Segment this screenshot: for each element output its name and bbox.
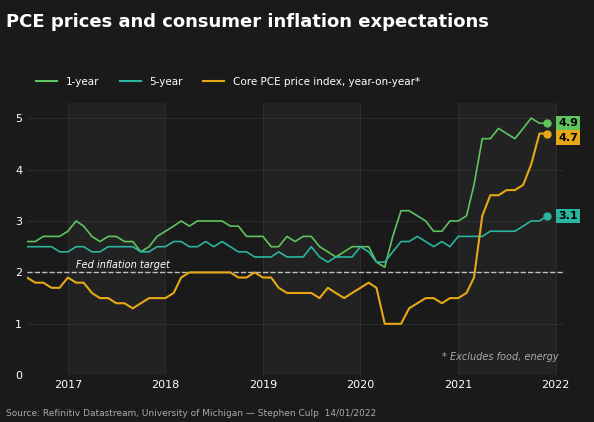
Legend: 1-year, 5-year, Core PCE price index, year-on-year*: 1-year, 5-year, Core PCE price index, ye… [32, 73, 424, 91]
Text: 4.9: 4.9 [558, 118, 578, 128]
Bar [68, 103, 165, 375]
Bar [458, 103, 556, 375]
Text: * Excludes food, energy: * Excludes food, energy [442, 352, 559, 362]
Bar [263, 103, 361, 375]
Text: 4.7: 4.7 [558, 133, 578, 143]
Text: Source: Refinitiv Datastream, University of Michigan — Stephen Culp  14/01/2022: Source: Refinitiv Datastream, University… [6, 409, 376, 418]
Text: Fed inflation target: Fed inflation target [76, 260, 170, 270]
Text: 3.1: 3.1 [558, 211, 578, 221]
Text: PCE prices and consumer inflation expectations: PCE prices and consumer inflation expect… [6, 13, 489, 31]
